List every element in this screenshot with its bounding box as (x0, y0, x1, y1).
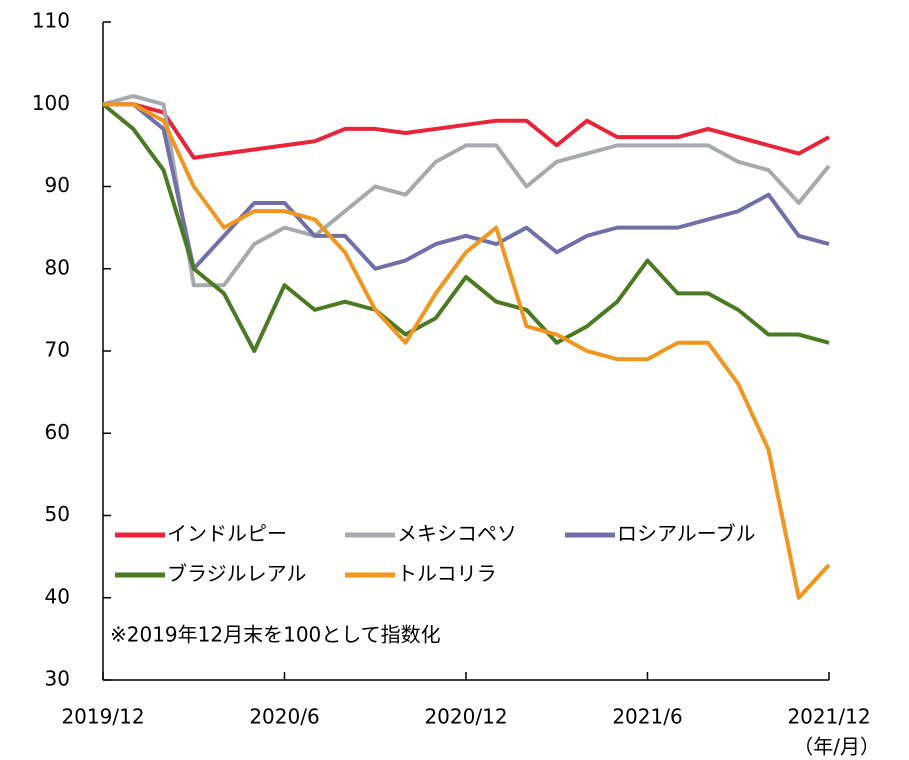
y-tick-label: 30 (45, 667, 70, 691)
series-line (102, 94, 831, 288)
annotation: ※2019年12月末を100として指数化 (110, 623, 441, 647)
y-tick-label: 60 (45, 420, 70, 444)
series-line (101, 102, 830, 353)
y-tick-label: 50 (45, 502, 70, 526)
series-line (103, 102, 830, 160)
y-tick-label: 40 (45, 584, 70, 608)
x-tick-label: 2021/6 (612, 705, 682, 729)
y-tick-label: 80 (45, 255, 70, 279)
y-tick-label: 100 (32, 91, 70, 115)
x-tick-label: 2020/12 (424, 705, 507, 729)
y-tick-label: 110 (32, 9, 70, 33)
x-tick-label: 2020/6 (249, 705, 319, 729)
legend-label: メキシコペソ (397, 522, 517, 546)
legend-label: ブラジルレアル (167, 562, 306, 586)
legend-label: インドルピー (167, 522, 287, 546)
series-line (103, 102, 830, 271)
legend-label: トルコリラ (397, 562, 497, 586)
x-axis-unit: （年/月） (793, 735, 880, 759)
x-tick-label: 2019/12 (61, 705, 144, 729)
legend-label: ロシアルーブル (617, 522, 756, 546)
x-tick-label: 2021/12 (787, 705, 870, 729)
series-line (103, 102, 831, 600)
y-tick-label: 70 (45, 338, 70, 362)
y-tick-label: 90 (45, 173, 70, 197)
